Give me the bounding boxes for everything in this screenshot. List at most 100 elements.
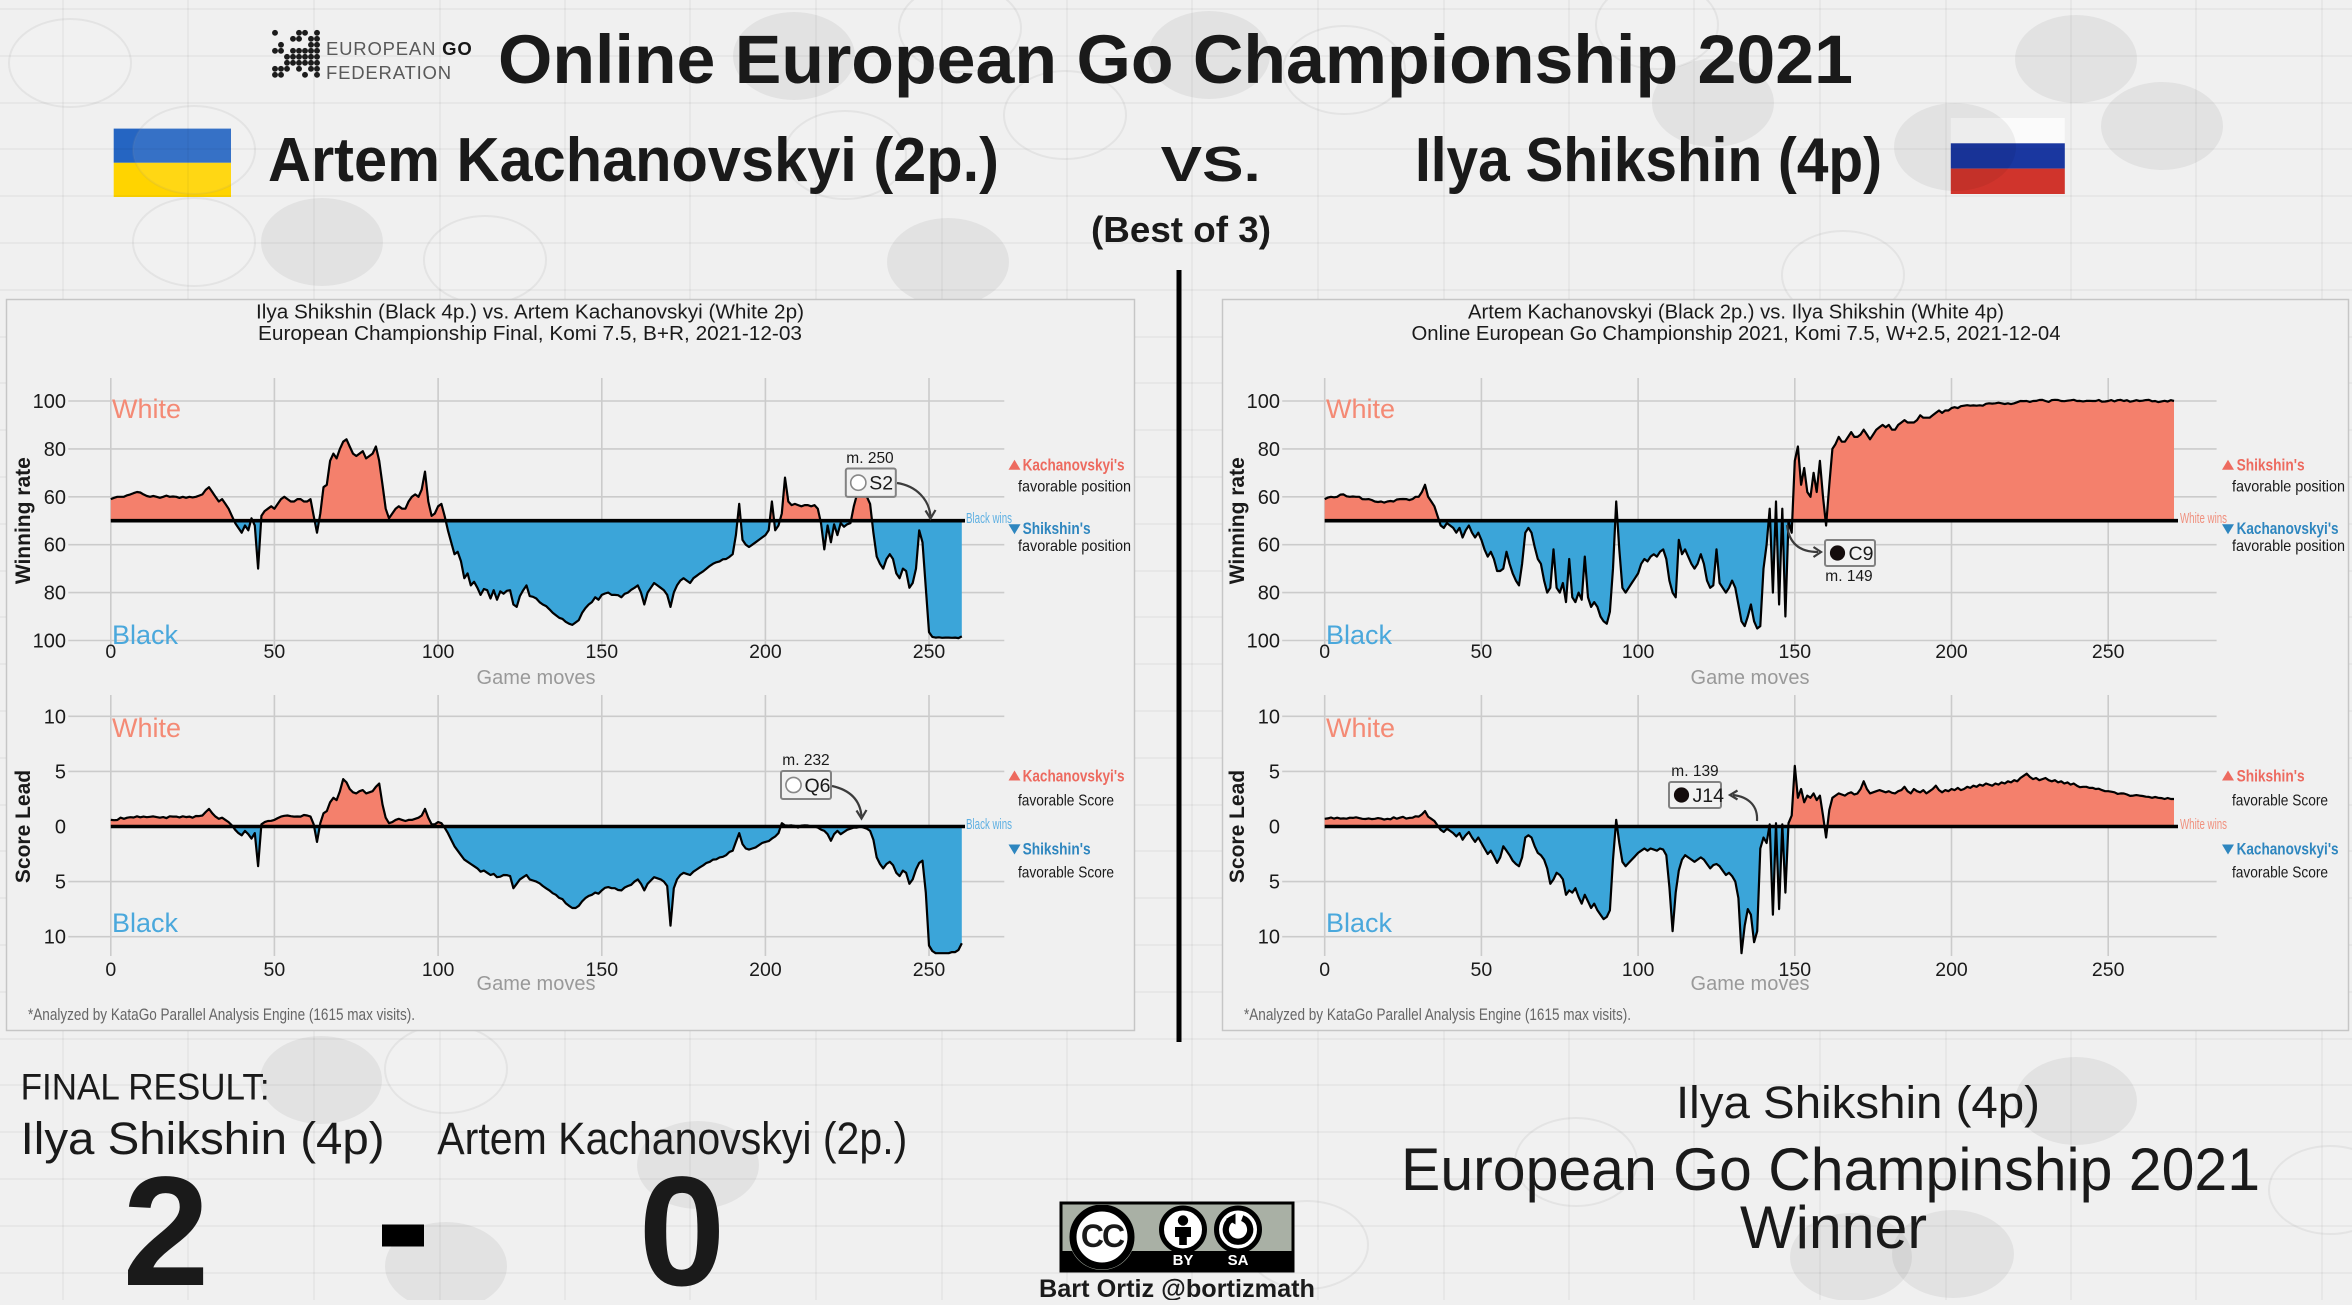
- svg-text:0: 0: [1319, 959, 1330, 981]
- svg-text:60: 60: [44, 535, 66, 557]
- svg-text:200: 200: [749, 641, 782, 663]
- svg-text:150: 150: [1779, 641, 1812, 663]
- svg-text:favorable position: favorable position: [1018, 538, 1131, 555]
- svg-text:Winner: Winner: [1740, 1194, 1927, 1261]
- svg-text:200: 200: [1935, 959, 1968, 981]
- svg-text:80: 80: [1258, 583, 1280, 605]
- svg-text:Game moves: Game moves: [1691, 973, 1810, 995]
- svg-text:White: White: [1326, 713, 1395, 743]
- svg-text:BY: BY: [1173, 1252, 1194, 1269]
- svg-text:Black wins: Black wins: [966, 816, 1012, 833]
- svg-text:5: 5: [55, 761, 66, 783]
- svg-text:100: 100: [33, 631, 66, 653]
- svg-text:FINAL RESULT:: FINAL RESULT:: [21, 1067, 270, 1108]
- svg-text:100: 100: [33, 391, 66, 413]
- svg-text:250: 250: [913, 641, 946, 663]
- svg-text:100: 100: [422, 641, 455, 663]
- svg-text:Ilya Shikshin (4p): Ilya Shikshin (4p): [1676, 1077, 2040, 1128]
- svg-text:*Analyzed by KataGo Parallel A: *Analyzed by KataGo Parallel Analysis En…: [28, 1006, 415, 1024]
- svg-text:150: 150: [586, 959, 619, 981]
- svg-text:60: 60: [1258, 535, 1280, 557]
- svg-text:White wins: White wins: [2180, 816, 2227, 833]
- svg-text:favorable position: favorable position: [2232, 479, 2345, 496]
- svg-text:m. 139: m. 139: [1671, 763, 1718, 780]
- svg-text:80: 80: [44, 583, 66, 605]
- svg-text:Ilya Shikshin (Black 4p.) vs.: Ilya Shikshin (Black 4p.) vs. Artem Kach…: [256, 301, 804, 324]
- svg-text:(Best of 3): (Best of 3): [1091, 209, 1271, 250]
- svg-text:0: 0: [639, 1145, 726, 1300]
- svg-text:5: 5: [1269, 872, 1280, 894]
- svg-text:White: White: [112, 394, 181, 424]
- svg-text:Kachanovskyi's: Kachanovskyi's: [1023, 456, 1125, 475]
- svg-text:favorable Score: favorable Score: [2232, 865, 2328, 882]
- svg-text:200: 200: [749, 959, 782, 981]
- svg-text:Game moves: Game moves: [477, 667, 596, 689]
- svg-text:Artem Kachanovskyi (2p.): Artem Kachanovskyi (2p.): [268, 126, 999, 195]
- svg-text:White: White: [112, 713, 181, 743]
- svg-text:Online European Go Championshi: Online European Go Championship 2021, Ko…: [1412, 322, 2061, 345]
- svg-text:Shikshin's: Shikshin's: [2237, 456, 2305, 475]
- svg-text:50: 50: [1471, 959, 1493, 981]
- svg-text:80: 80: [1258, 439, 1280, 461]
- svg-text:FEDERATION: FEDERATION: [326, 62, 452, 83]
- svg-text:100: 100: [1247, 391, 1280, 413]
- svg-text:5: 5: [1269, 761, 1280, 783]
- svg-text:50: 50: [264, 641, 286, 663]
- svg-text:m. 232: m. 232: [782, 752, 829, 769]
- svg-text:0: 0: [1269, 817, 1280, 839]
- svg-text:2: 2: [123, 1145, 210, 1300]
- svg-text:Black: Black: [1326, 908, 1393, 938]
- svg-text:100: 100: [422, 959, 455, 981]
- svg-text:0: 0: [105, 959, 116, 981]
- svg-text:m. 149: m. 149: [1825, 568, 1872, 585]
- svg-text:Ilya Shikshin (4p): Ilya Shikshin (4p): [1415, 126, 1882, 195]
- svg-text:favorable Score: favorable Score: [1018, 865, 1114, 882]
- svg-text:Q6: Q6: [805, 775, 831, 797]
- svg-text:100: 100: [1622, 959, 1655, 981]
- svg-text:S2: S2: [869, 473, 893, 495]
- svg-text:Black wins: Black wins: [966, 510, 1012, 527]
- svg-text:favorable position: favorable position: [2232, 538, 2345, 555]
- svg-text:favorable position: favorable position: [1018, 479, 1131, 496]
- svg-text:50: 50: [264, 959, 286, 981]
- svg-text:Artem Kachanovskyi (Black 2p.): Artem Kachanovskyi (Black 2p.) vs. Ilya …: [1468, 301, 2004, 324]
- svg-text:EUROPEAN GO: EUROPEAN GO: [326, 38, 473, 59]
- svg-text:200: 200: [1935, 641, 1968, 663]
- svg-text:Artem Kachanovskyi (2p.): Artem Kachanovskyi (2p.): [437, 1113, 907, 1164]
- svg-text:60: 60: [1258, 487, 1280, 509]
- svg-text:Kachanovskyi's: Kachanovskyi's: [2237, 840, 2339, 859]
- svg-text:Shikshin's: Shikshin's: [2237, 767, 2305, 786]
- svg-text:Black: Black: [112, 620, 179, 650]
- svg-text:*Analyzed by KataGo Parallel A: *Analyzed by KataGo Parallel Analysis En…: [1244, 1006, 1631, 1024]
- svg-text:0: 0: [55, 817, 66, 839]
- svg-text:250: 250: [913, 959, 946, 981]
- svg-text:5: 5: [55, 872, 66, 894]
- svg-text:Black: Black: [112, 908, 179, 938]
- svg-text:Bart Ortiz @bortizmath: Bart Ortiz @bortizmath: [1039, 1275, 1315, 1300]
- svg-text:150: 150: [1779, 959, 1812, 981]
- svg-text:Black: Black: [1326, 620, 1393, 650]
- svg-text:100: 100: [1622, 641, 1655, 663]
- svg-text:European Championship Final, K: European Championship Final, Komi 7.5, B…: [258, 322, 802, 345]
- svg-text:J14: J14: [1693, 785, 1725, 807]
- svg-text:50: 50: [1471, 641, 1493, 663]
- svg-text:150: 150: [586, 641, 619, 663]
- svg-text:250: 250: [2092, 959, 2125, 981]
- svg-text:SA: SA: [1228, 1252, 1249, 1269]
- svg-text:10: 10: [1258, 706, 1280, 728]
- svg-text:Ilya Shikshin (4p): Ilya Shikshin (4p): [21, 1113, 385, 1164]
- svg-text:60: 60: [44, 487, 66, 509]
- svg-text:White wins: White wins: [2180, 510, 2227, 527]
- svg-text:100: 100: [1247, 631, 1280, 653]
- svg-text:VS.: VS.: [1161, 138, 1261, 192]
- svg-text:80: 80: [44, 439, 66, 461]
- svg-text:Winning rate: Winning rate: [12, 457, 35, 584]
- svg-text:Online European Go Championshi: Online European Go Championship 2021: [498, 21, 1853, 98]
- svg-text:C9: C9: [1849, 543, 1874, 565]
- svg-text:10: 10: [44, 927, 66, 949]
- svg-text:0: 0: [1319, 641, 1330, 663]
- svg-text:European Go Champinship 2021: European Go Champinship 2021: [1401, 1136, 2260, 1203]
- svg-text:10: 10: [44, 706, 66, 728]
- svg-text:favorable Score: favorable Score: [1018, 793, 1114, 810]
- svg-text:Kachanovskyi's: Kachanovskyi's: [1023, 767, 1125, 786]
